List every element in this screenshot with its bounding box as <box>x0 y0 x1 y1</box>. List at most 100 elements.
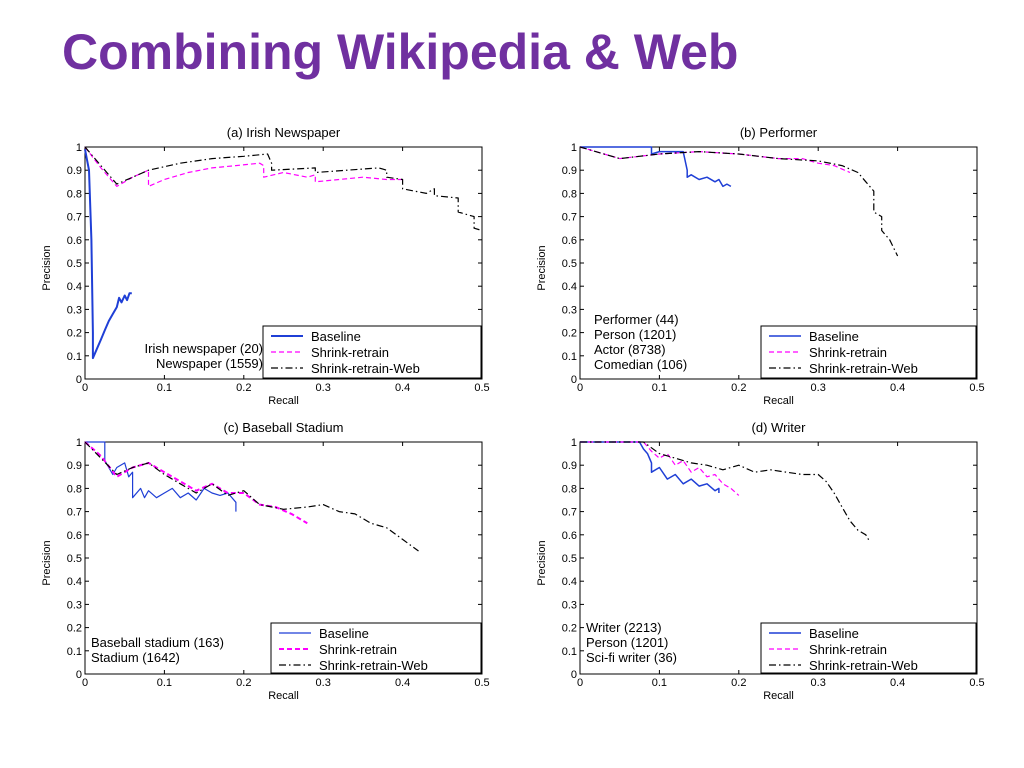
annotation-line: Sci-fi writer (36) <box>586 650 677 665</box>
annotation-line: Baseball stadium (163) <box>91 635 224 650</box>
y-tick-label: 0.1 <box>562 646 577 658</box>
series-line-baseline <box>84 149 132 360</box>
x-tick-label: 0.5 <box>474 677 489 689</box>
y-tick-label: 0.2 <box>562 328 577 340</box>
y-tick-label: 0.6 <box>67 530 82 542</box>
y-tick-label: 0.4 <box>67 576 82 588</box>
y-tick-label: 0.5 <box>562 258 577 270</box>
y-tick-label: 0.6 <box>67 235 82 247</box>
annotation-line: Person (1201) <box>594 327 676 342</box>
x-tick-label: 0 <box>82 677 88 689</box>
y-axis-label: Precision <box>536 245 548 290</box>
annotation-line: Irish newspaper (20) <box>145 341 264 356</box>
x-tick-label: 0.3 <box>316 677 331 689</box>
y-tick-label: 0.1 <box>67 351 82 363</box>
y-tick-label: 0.8 <box>562 483 577 495</box>
series-line-shrink-retrain <box>84 146 403 188</box>
legend-label: Shrink-retrain <box>319 642 397 657</box>
series-line-baseline <box>580 146 732 188</box>
y-tick-label: 0 <box>571 374 577 386</box>
x-tick-label: 0.3 <box>811 382 826 394</box>
x-tick-label: 0.4 <box>890 677 905 689</box>
x-tick-label: 0.2 <box>236 382 251 394</box>
series-line-baseline <box>85 441 237 512</box>
y-tick-label: 0.5 <box>67 258 82 270</box>
y-tick-label: 0.5 <box>562 553 577 565</box>
series-line-shrink-retrain-web <box>84 441 419 552</box>
annotation-line: Performer (44) <box>594 312 679 327</box>
x-tick-label: 0.2 <box>731 382 746 394</box>
x-tick-label: 0.3 <box>811 677 826 689</box>
chart-performer: (b) Performer 0 0.1 0.2 0.3 0.4 0.5 0.6 0.7 0.8 0.… <box>536 125 985 407</box>
y-axis-label: Precision <box>41 245 53 290</box>
x-tick-label: 0 <box>577 677 583 689</box>
x-axis-label: Recall <box>268 690 299 702</box>
y-tick-label: 1 <box>76 437 82 449</box>
x-tick-label: 0.1 <box>157 382 172 394</box>
legend-box <box>760 622 977 674</box>
chart-irish-newspaper: (a) Irish Newspaper 0 0.1 0.2 0.3 0.4 0.5 0.6 0.… <box>41 125 490 407</box>
chart-title: (d) Writer <box>752 420 807 435</box>
x-tick-label: 0.1 <box>652 677 667 689</box>
series-line-shrink-retrain-web <box>579 146 899 257</box>
series-line-shrink-retrain <box>580 441 740 496</box>
legend-label: Baseline <box>319 626 369 641</box>
x-tick-label: 0.1 <box>157 677 172 689</box>
annotation-line: Comedian (106) <box>594 357 687 372</box>
x-tick-label: 0 <box>82 382 88 394</box>
x-tick-label: 0.3 <box>316 382 331 394</box>
y-tick-label: 1 <box>76 142 82 154</box>
chart-title: (b) Performer <box>740 125 818 140</box>
y-tick-label: 0.3 <box>67 304 82 316</box>
y-tick-label: 0.8 <box>562 188 577 200</box>
y-tick-label: 0.8 <box>67 483 82 495</box>
x-axis-label: Recall <box>763 690 794 702</box>
y-tick-label: 0.3 <box>67 599 82 611</box>
legend-label: Shrink-retrain <box>311 345 389 360</box>
x-tick-label: 0.2 <box>731 677 746 689</box>
y-tick-label: 0.6 <box>562 530 577 542</box>
annotation-line: Newspaper (1559) <box>156 356 263 371</box>
y-tick-label: 0.2 <box>562 623 577 635</box>
y-tick-label: 1 <box>571 437 577 449</box>
x-tick-label: 0 <box>577 382 583 394</box>
y-axis-label: Precision <box>41 540 53 585</box>
y-tick-label: 0.7 <box>67 507 82 519</box>
chart-title: (c) Baseball Stadium <box>224 420 344 435</box>
y-tick-label: 0.7 <box>562 212 577 224</box>
x-axis-label: Recall <box>763 395 794 407</box>
chart-baseball-stadium: (c) Baseball Stadium 0 0.1 0.2 0.3 0.4 0.5 0.6 0… <box>41 420 490 702</box>
y-tick-label: 0.3 <box>562 599 577 611</box>
legend-label: Shrink-retrain <box>809 642 887 657</box>
y-tick-label: 0 <box>76 374 82 386</box>
legend-label: Baseline <box>809 329 859 344</box>
annotation-line: Actor (8738) <box>594 342 666 357</box>
y-tick-label: 0.4 <box>562 576 577 588</box>
legend-label: Shrink-retrain-Web <box>319 658 428 673</box>
series-line-shrink-retrain <box>84 441 308 525</box>
series-line-shrink-retrain-web <box>84 146 483 232</box>
y-tick-label: 0.4 <box>562 281 577 293</box>
legend-label: Shrink-retrain-Web <box>809 361 918 376</box>
x-tick-label: 0.1 <box>652 382 667 394</box>
annotation-line: Writer (2213) <box>586 620 662 635</box>
y-tick-label: 0.2 <box>67 623 82 635</box>
x-tick-label: 0.5 <box>969 382 984 394</box>
y-tick-label: 0.1 <box>562 351 577 363</box>
legend-label: Shrink-retrain-Web <box>809 658 918 673</box>
y-tick-label: 0.9 <box>67 460 82 472</box>
slide-title: Combining Wikipedia & Web <box>62 24 739 80</box>
chart-writer: (d) Writer 0 0.1 0.2 0.3 0.4 0.5 0.6 0.7 0.8 0.9 1 0… <box>536 420 985 702</box>
legend-label: Baseline <box>311 329 361 344</box>
chart-title: (a) Irish Newspaper <box>227 125 341 140</box>
y-tick-label: 0.5 <box>67 553 82 565</box>
series-line-shrink-retrain-web <box>580 441 871 543</box>
y-tick-label: 0.7 <box>67 212 82 224</box>
y-tick-label: 0.7 <box>562 507 577 519</box>
y-tick-label: 0.6 <box>562 235 577 247</box>
y-tick-label: 0.2 <box>67 328 82 340</box>
annotation-line: Stadium (1642) <box>91 650 180 665</box>
x-tick-label: 0.5 <box>474 382 489 394</box>
